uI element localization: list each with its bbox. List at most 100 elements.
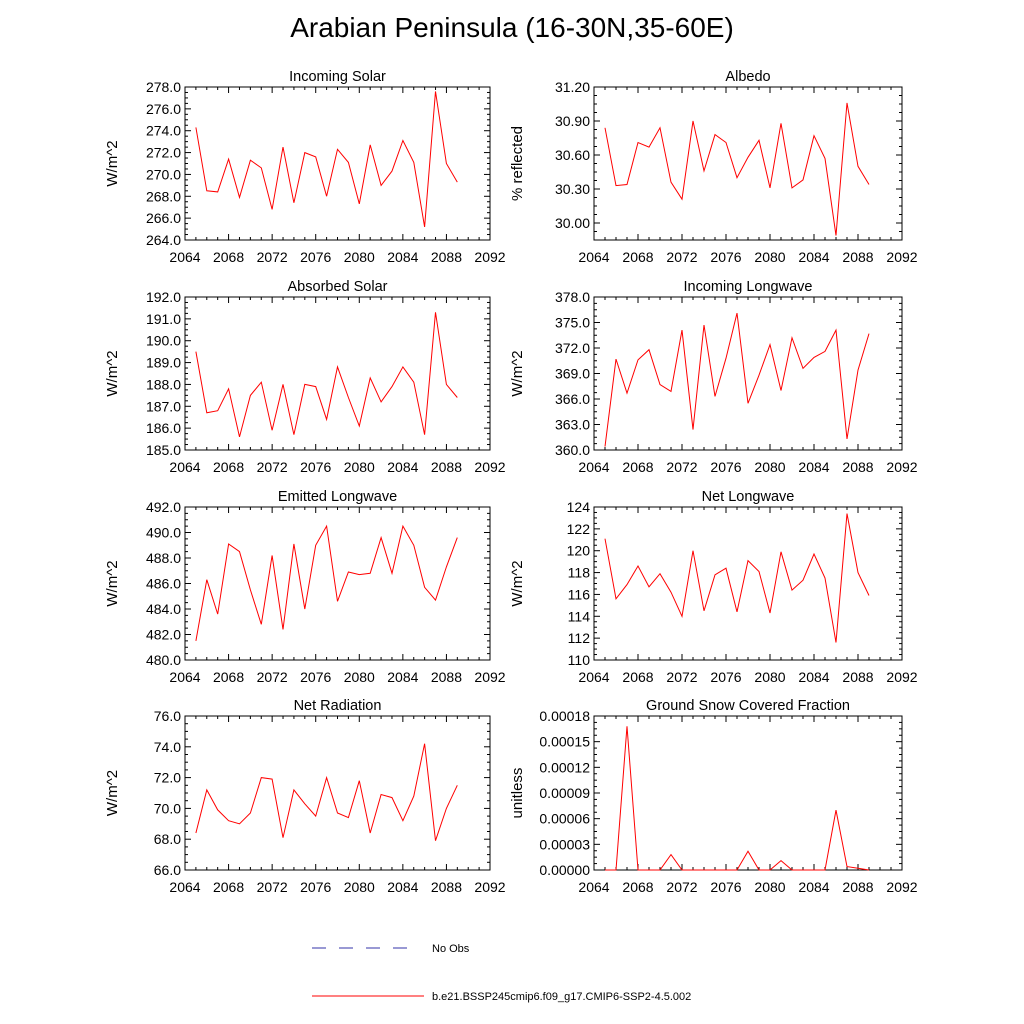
y-tick-label: 488.0	[146, 550, 181, 566]
x-tick-label: 2064	[578, 879, 609, 895]
y-axis-label: W/m^2	[104, 140, 121, 186]
chart-panel-2: Absorbed Solar 2064 2068 2072 2076 2080 2084 20…	[104, 279, 506, 475]
y-tick-label: 278.0	[146, 79, 181, 95]
y-axis-label: W/m^2	[104, 350, 121, 396]
x-tick-label: 2064	[578, 459, 609, 475]
x-tick-label: 2068	[622, 879, 653, 895]
x-tick-label: 2068	[622, 249, 653, 265]
y-tick-label: 266.0	[146, 210, 181, 226]
series-line-0	[604, 513, 870, 643]
y-tick-label: 270.0	[146, 166, 181, 182]
series-line-0	[195, 743, 458, 841]
x-tick-label: 2072	[666, 459, 697, 475]
x-tick-label: 2080	[754, 459, 785, 475]
y-tick-label: 486.0	[146, 576, 181, 592]
x-tick-label: 2076	[710, 879, 741, 895]
x-tick-label: 2072	[666, 879, 697, 895]
y-tick-label: 360.0	[555, 442, 590, 458]
y-tick-label: 0.00012	[539, 759, 590, 775]
x-tick-label: 2076	[300, 459, 331, 475]
x-tick-label: 2080	[754, 879, 785, 895]
page-title: Arabian Peninsula (16-30N,35-60E)	[290, 12, 734, 43]
y-tick-label: 186.0	[146, 420, 181, 436]
plot-frame	[593, 86, 903, 241]
y-tick-label: 70.0	[154, 800, 181, 816]
x-tick-label: 2072	[666, 669, 697, 685]
legend-label-no-obs: No Obs	[432, 943, 470, 955]
x-tick-label: 2068	[213, 459, 244, 475]
x-tick-label: 2064	[169, 879, 200, 895]
legend: No Obs b.e21.BSSP245cmip6.f09_g17.CMIP6-S…	[312, 943, 691, 1003]
x-tick-label: 2088	[431, 879, 462, 895]
x-tick-label: 2088	[431, 669, 462, 685]
x-tick-label: 2084	[387, 879, 418, 895]
x-tick-label: 2076	[710, 459, 741, 475]
chart-panel-7: Ground Snow Covered Fraction 2064 2068 2072…	[509, 698, 918, 895]
y-tick-label: 264.0	[146, 232, 181, 248]
series-line-0	[604, 102, 870, 236]
legend-label-model: b.e21.BSSP245cmip6.f09_g17.CMIP6-SSP2-4.…	[432, 991, 691, 1003]
x-tick-label: 2084	[387, 669, 418, 685]
plot-frame	[184, 86, 491, 241]
y-axis-label: unitless	[509, 768, 526, 819]
y-tick-label: 0.00009	[539, 785, 590, 801]
series-line-0	[195, 524, 458, 641]
series-line-0	[605, 726, 870, 871]
x-tick-label: 2072	[257, 879, 288, 895]
y-axis-label: W/m^2	[509, 350, 526, 396]
y-axis-label: W/m^2	[509, 560, 526, 606]
x-tick-label: 2068	[213, 879, 244, 895]
x-tick-label: 2084	[798, 879, 829, 895]
x-tick-label: 2088	[431, 249, 462, 265]
y-tick-label: 276.0	[146, 101, 181, 117]
y-tick-label: 76.0	[154, 708, 181, 724]
x-tick-label: 2092	[886, 669, 917, 685]
x-tick-label: 2092	[474, 669, 505, 685]
chart-title: Ground Snow Covered Fraction	[646, 698, 850, 714]
y-tick-label: 116	[568, 586, 591, 602]
y-tick-label: 30.90	[555, 113, 590, 129]
x-tick-label: 2064	[169, 459, 200, 475]
x-tick-label: 2092	[474, 879, 505, 895]
plot-frame	[184, 506, 491, 661]
x-tick-label: 2080	[344, 249, 375, 265]
y-axis-label: W/m^2	[104, 770, 121, 816]
x-tick-label: 2076	[300, 669, 331, 685]
x-tick-label: 2068	[622, 459, 653, 475]
y-tick-label: 372.0	[555, 340, 590, 356]
y-tick-label: 185.0	[146, 442, 181, 458]
y-tick-label: 72.0	[154, 770, 181, 786]
y-tick-label: 30.30	[555, 181, 590, 197]
chart-panel-0: Incoming Solar 2064 2068 2072 2076 2080 2084 20…	[104, 69, 506, 265]
y-tick-label: 120	[567, 543, 591, 559]
y-axis-label: W/m^2	[104, 560, 121, 606]
y-tick-label: 190.0	[146, 333, 181, 349]
y-tick-label: 0.00006	[539, 811, 590, 827]
y-tick-label: 112	[568, 630, 591, 646]
x-tick-label: 2092	[886, 249, 917, 265]
y-tick-label: 0.00018	[539, 708, 590, 724]
y-tick-label: 366.0	[555, 391, 590, 407]
y-tick-label: 188.0	[146, 376, 181, 392]
x-tick-label: 2080	[344, 459, 375, 475]
y-tick-label: 369.0	[555, 366, 590, 382]
y-tick-label: 480.0	[146, 652, 181, 668]
chart-panel-1: Albedo 2064 2068 2072 2076 2080 2084 2088 2092 30…	[509, 69, 918, 265]
y-tick-label: 30.00	[555, 215, 590, 231]
x-tick-label: 2064	[169, 669, 200, 685]
y-tick-label: 484.0	[146, 601, 181, 617]
y-tick-label: 68.0	[154, 831, 181, 847]
y-tick-label: 187.0	[146, 398, 181, 414]
plot-frame	[593, 296, 903, 451]
y-tick-label: 31.20	[555, 79, 590, 95]
y-tick-label: 192.0	[146, 289, 181, 305]
x-tick-label: 2068	[213, 669, 244, 685]
x-tick-label: 2088	[842, 459, 873, 475]
chart-title: Net Radiation	[294, 698, 382, 714]
x-tick-label: 2092	[474, 459, 505, 475]
x-tick-label: 2080	[754, 669, 785, 685]
x-tick-label: 2080	[344, 669, 375, 685]
x-tick-label: 2084	[798, 459, 829, 475]
chart-panel-4: Emitted Longwave 2064 2068 2072 2076 2080 2084…	[104, 489, 506, 685]
